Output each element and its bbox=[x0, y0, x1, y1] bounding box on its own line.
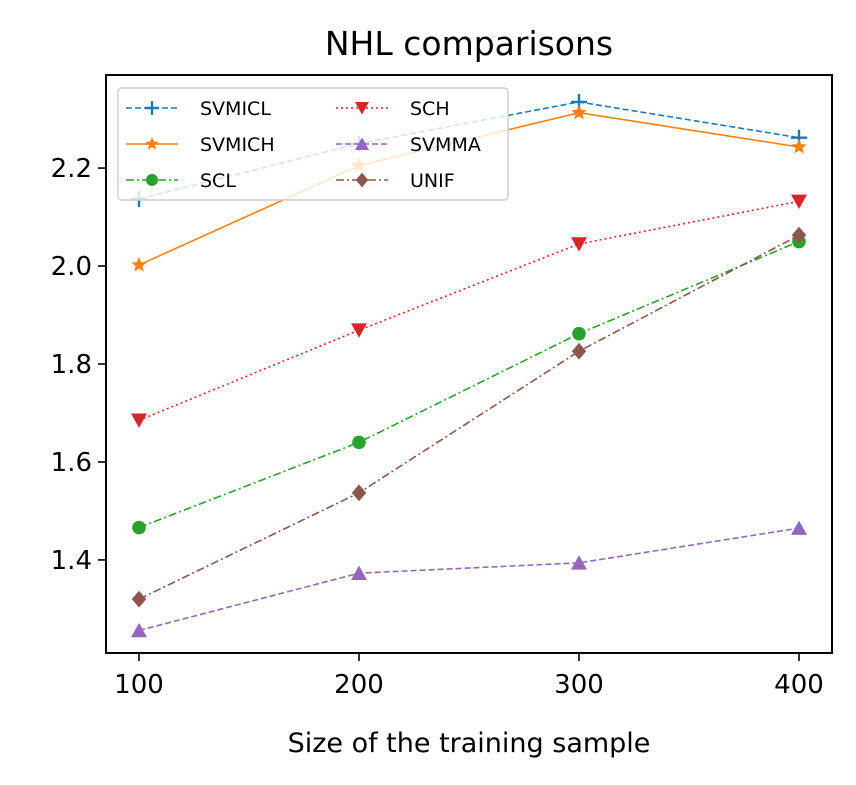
legend-label: SCH bbox=[410, 98, 450, 120]
legend-entry: SCL bbox=[126, 170, 236, 192]
x-tick-label: 300 bbox=[554, 670, 604, 700]
data-point bbox=[131, 413, 147, 428]
data-point bbox=[791, 520, 807, 535]
legend-box bbox=[117, 87, 509, 201]
legend-label: UNIF bbox=[410, 170, 455, 192]
y-tick-label: 1.6 bbox=[51, 448, 92, 478]
x-axis: 100 200 300 400 bbox=[114, 653, 824, 700]
legend-label: SVMMA bbox=[410, 134, 481, 156]
legend-marker bbox=[145, 137, 159, 150]
data-point bbox=[131, 257, 147, 272]
data-point bbox=[351, 323, 367, 338]
y-tick-label: 1.8 bbox=[51, 350, 92, 380]
series-svmma bbox=[131, 520, 807, 638]
x-tick-label: 100 bbox=[114, 670, 164, 700]
legend-label: SCL bbox=[200, 170, 236, 192]
legend: SVMICL SVMICH SCL SCH SVMMA UNIF bbox=[117, 87, 509, 201]
legend-label: SVMICH bbox=[200, 134, 275, 156]
y-tick-label: 2.2 bbox=[51, 154, 92, 184]
data-point bbox=[572, 326, 586, 341]
legend-marker bbox=[355, 172, 369, 188]
chart-title: NHL comparisons bbox=[325, 24, 613, 63]
data-point bbox=[132, 520, 146, 535]
x-axis-title: Size of the training sample bbox=[288, 728, 651, 759]
legend-marker bbox=[355, 137, 369, 150]
legend-marker bbox=[355, 102, 369, 115]
data-point bbox=[571, 237, 587, 252]
legend-marker bbox=[145, 101, 159, 115]
data-point bbox=[791, 194, 807, 209]
x-tick-label: 200 bbox=[334, 670, 384, 700]
legend-entry: SVMMA bbox=[336, 134, 481, 156]
series-line bbox=[138, 234, 800, 600]
data-point bbox=[351, 565, 367, 580]
legend-entry: UNIF bbox=[336, 170, 455, 192]
legend-entry: SVMICL bbox=[126, 98, 271, 120]
legend-marker bbox=[146, 174, 158, 186]
series-line bbox=[138, 200, 800, 422]
data-point bbox=[571, 555, 587, 570]
legend-label: SVMICL bbox=[200, 98, 271, 120]
y-tick-label: 1.4 bbox=[51, 546, 92, 576]
data-point bbox=[352, 435, 366, 450]
y-axis: 1.4 1.6 1.8 2.0 2.2 bbox=[51, 154, 106, 576]
series-line bbox=[138, 240, 800, 529]
series-line bbox=[138, 527, 800, 632]
data-point bbox=[571, 342, 587, 360]
data-point bbox=[571, 104, 587, 120]
series-unif bbox=[131, 226, 807, 608]
x-tick-label: 400 bbox=[774, 670, 824, 700]
y-tick-label: 2.0 bbox=[51, 252, 92, 282]
data-point bbox=[351, 484, 367, 502]
data-point bbox=[791, 226, 807, 244]
legend-entry: SCH bbox=[336, 98, 450, 120]
data-point bbox=[131, 622, 147, 638]
series-sch bbox=[131, 194, 807, 428]
data-point bbox=[131, 590, 147, 608]
legend-entry: SVMICH bbox=[126, 134, 275, 156]
data-point bbox=[791, 139, 807, 154]
series-scl bbox=[132, 234, 806, 535]
